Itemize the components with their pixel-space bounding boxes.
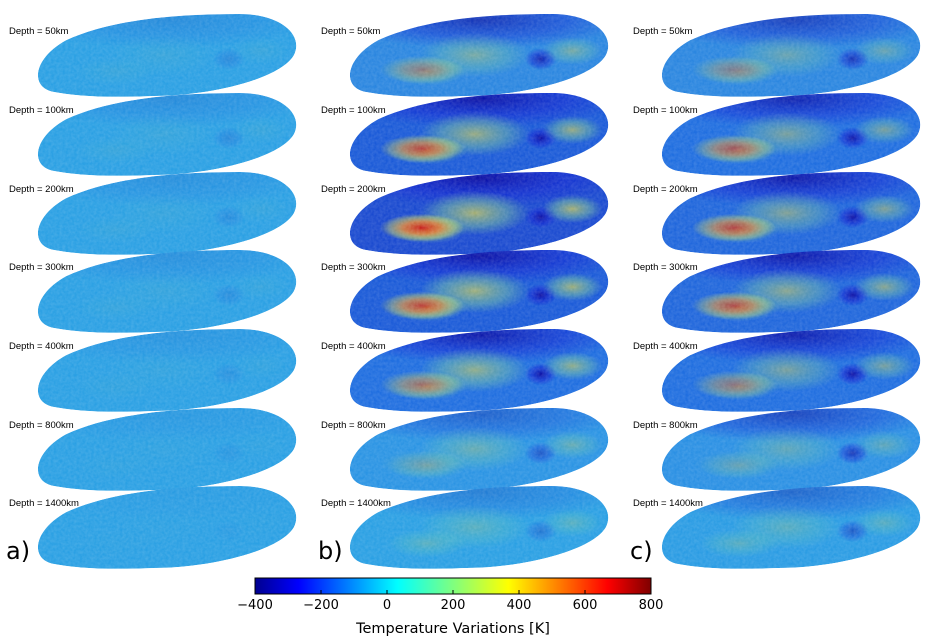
map-panel-a-5: Depth = 800km [9, 408, 297, 491]
panel-label-a: a) [6, 537, 30, 565]
panel-label-c: c) [630, 537, 653, 565]
colorbar: −400 −200 0 200 400 600 800 Temperature Variat… [237, 577, 664, 637]
depth-label: Depth = 100km [9, 105, 74, 116]
depth-label: Depth = 1400km [9, 498, 79, 509]
depth-label: Depth = 400km [321, 341, 386, 352]
map-panel-c-6: Depth = 1400km [633, 486, 921, 569]
map-panel-c-1: Depth = 100km [633, 93, 921, 176]
depth-label: Depth = 300km [321, 262, 386, 273]
depth-label: Depth = 200km [633, 184, 698, 195]
colorbar-tick-label: 200 [441, 598, 466, 613]
map-panel-b-1: Depth = 100km [321, 93, 609, 176]
map-panel-b-0: Depth = 50km [321, 14, 609, 97]
depth-label: Depth = 800km [321, 420, 386, 431]
colorbar-tick-label: −200 [303, 598, 339, 613]
map-panel-c-5: Depth = 800km [633, 408, 921, 491]
depth-label: Depth = 200km [9, 184, 74, 195]
depth-label: Depth = 400km [9, 341, 74, 352]
map-panel-a-1: Depth = 100km [9, 93, 297, 176]
colorbar-tick-label: −400 [237, 598, 273, 613]
depth-label: Depth = 100km [321, 105, 386, 116]
depth-label: Depth = 800km [9, 420, 74, 431]
depth-label: Depth = 50km [9, 26, 68, 37]
depth-label: Depth = 300km [633, 262, 698, 273]
map-panel-a-6: Depth = 1400km [9, 486, 297, 569]
colorbar-title: Temperature Variations [K] [355, 621, 550, 637]
depth-label: Depth = 300km [9, 262, 74, 273]
depth-label: Depth = 1400km [633, 498, 703, 509]
map-panel-a-0: Depth = 50km [9, 14, 297, 97]
colorbar-tick-label: 400 [507, 598, 532, 613]
depth-label: Depth = 800km [633, 420, 698, 431]
panel-label-b: b) [318, 537, 343, 565]
depth-label: Depth = 50km [633, 26, 692, 37]
map-panel-c-3: Depth = 300km [633, 250, 921, 333]
colorbar-tick-label: 0 [383, 598, 391, 613]
depth-label: Depth = 100km [633, 105, 698, 116]
colorbar-tick-label: 800 [639, 598, 664, 613]
depth-label: Depth = 400km [633, 341, 698, 352]
depth-label: Depth = 1400km [321, 498, 391, 509]
depth-label: Depth = 200km [321, 184, 386, 195]
map-panel-c-0: Depth = 50km [633, 14, 921, 97]
depth-label: Depth = 50km [321, 26, 380, 37]
map-panel-a-4: Depth = 400km [9, 329, 297, 412]
colorbar-tick-label: 600 [573, 598, 598, 613]
